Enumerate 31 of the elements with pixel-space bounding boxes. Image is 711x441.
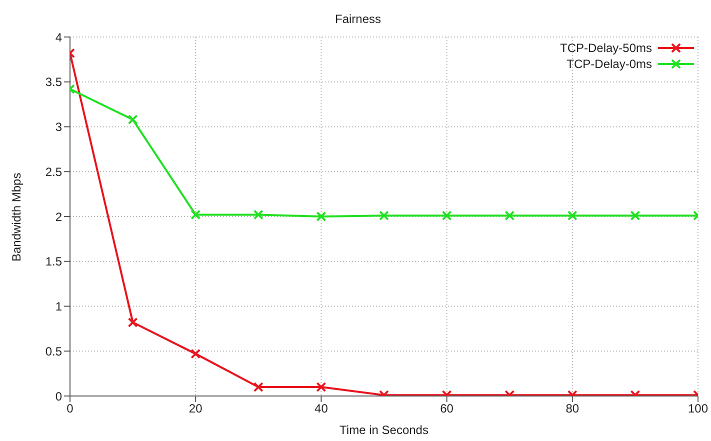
point (190, 210, 201, 220)
y-tick-label: 2 (55, 210, 62, 224)
point (190, 348, 201, 359)
y-tick-label: 4 (55, 30, 62, 44)
point (442, 210, 452, 221)
y-tick-label: 0.5 (45, 344, 62, 358)
y-tick-label: 3 (55, 120, 62, 134)
x-tick-label: 60 (440, 402, 454, 416)
point (253, 210, 264, 220)
chart-title: Fairness (334, 12, 382, 26)
y-tick-label: 3.5 (45, 75, 62, 90)
x-tick-label: 40 (314, 402, 328, 416)
point (128, 114, 138, 125)
legend-label: TCP-Delay-0ms (566, 56, 652, 72)
point (379, 210, 389, 221)
x-axis-title: Time in Seconds (340, 423, 428, 437)
y-tick-label: 2.5 (45, 164, 62, 179)
x-tick-label: 80 (566, 402, 580, 416)
point (567, 210, 578, 221)
point (316, 212, 326, 222)
x-tick-label: 20 (188, 402, 203, 416)
point (630, 210, 640, 221)
y-axis-title: Bandwidth Mbps (9, 172, 24, 262)
y-tick-label: 1.5 (45, 254, 62, 269)
legend-label: TCP-Delay-50ms (560, 40, 652, 56)
x-tick-label: 0 (66, 402, 74, 416)
point (504, 210, 515, 221)
y-tick-label: 0 (55, 389, 62, 404)
x-tick-label: 100 (688, 402, 708, 416)
y-tick-label: 1 (55, 300, 62, 314)
point (128, 317, 138, 328)
